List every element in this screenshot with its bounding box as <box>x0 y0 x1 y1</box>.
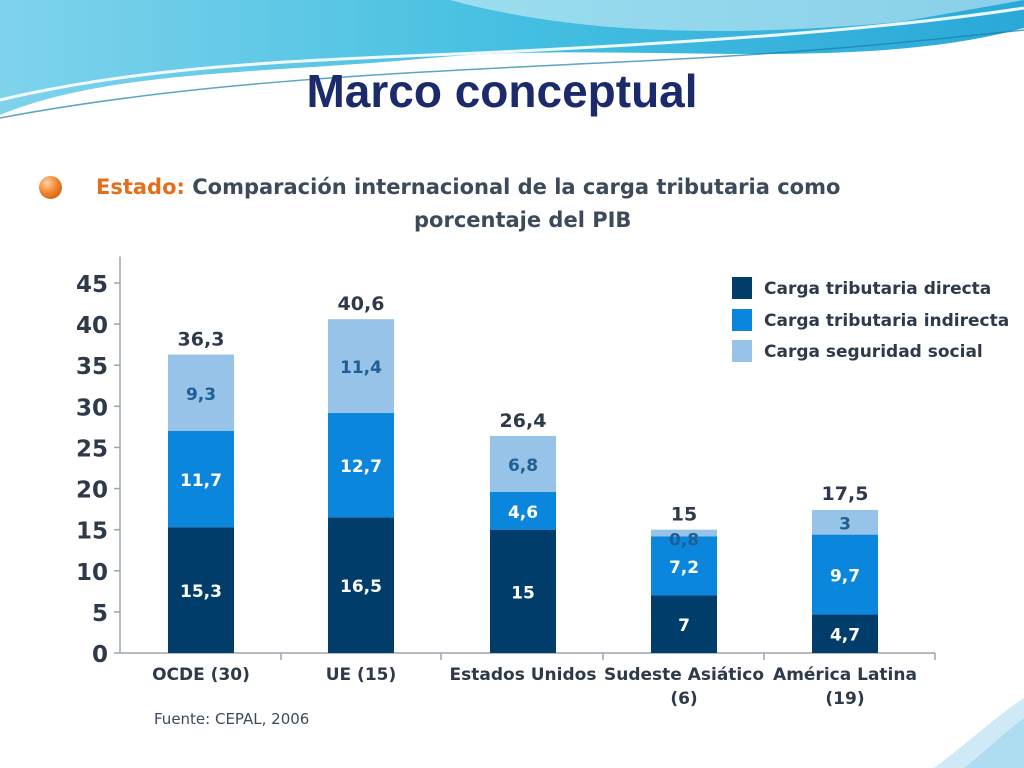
data-label: 4,6 <box>508 503 538 523</box>
data-label: 11,7 <box>180 471 222 491</box>
y-tick-label: 40 <box>76 313 108 339</box>
data-label: 0,8 <box>669 531 699 551</box>
x-tick-label: UE (15) <box>326 665 397 685</box>
bar-segment <box>328 517 394 653</box>
y-tick-label: 25 <box>76 436 108 462</box>
y-tick-label: 0 <box>92 642 108 668</box>
x-tick-label: (19) <box>825 689 864 709</box>
x-tick-label: OCDE (30) <box>152 665 250 685</box>
heading-text-line1: Comparación internacional de la carga tr… <box>192 175 841 199</box>
bar-segment <box>651 529 717 537</box>
bar-segment <box>328 412 394 518</box>
y-tick-label: 20 <box>76 478 108 504</box>
bar-segment <box>490 491 556 530</box>
data-label: 9,7 <box>830 566 860 586</box>
total-label: 17,5 <box>822 483 869 505</box>
x-tick-label: Sudeste Asiático <box>604 665 764 685</box>
heading-lead: Estado: <box>96 175 185 199</box>
bar-segment <box>328 319 394 413</box>
corner-wave-decoration <box>934 698 1024 768</box>
header-wave-decoration <box>0 0 1024 119</box>
y-tick-label: 10 <box>76 560 108 586</box>
data-label: 7 <box>678 616 690 636</box>
data-label: 12,7 <box>340 457 382 477</box>
x-tick-label: América Latina <box>773 665 917 685</box>
legend-swatch <box>732 340 752 362</box>
total-label: 36,3 <box>178 329 225 351</box>
x-tick-label: (6) <box>670 689 697 709</box>
bar-segment <box>168 354 234 431</box>
data-label: 15,3 <box>180 582 222 602</box>
total-label: 15 <box>671 504 697 526</box>
bar-segment <box>812 534 878 615</box>
y-tick-label: 5 <box>92 601 108 627</box>
source-note: Fuente: CEPAL, 2006 <box>154 710 310 728</box>
legend-swatch <box>732 309 752 331</box>
x-tick-label: Estados Unidos <box>450 665 597 685</box>
data-label: 3 <box>839 514 851 534</box>
bar-segment <box>168 527 234 653</box>
chart-heading: Estado: Comparación internacional de la … <box>96 171 896 237</box>
y-tick-label: 35 <box>76 354 108 380</box>
data-label: 6,8 <box>508 456 538 476</box>
bar-segment <box>168 431 234 528</box>
legend-swatch <box>732 277 752 299</box>
data-label: 7,2 <box>669 558 699 578</box>
legend-label: Carga seguridad social <box>764 342 983 362</box>
data-label: 4,7 <box>830 626 860 646</box>
y-tick-label: 15 <box>76 519 108 545</box>
bar-segment <box>651 595 717 653</box>
data-label: 9,3 <box>186 385 216 405</box>
bar-segment <box>812 614 878 653</box>
total-label: 26,4 <box>500 410 547 432</box>
total-label: 40,6 <box>338 293 385 315</box>
data-label: 15 <box>511 583 535 603</box>
bar-segment <box>812 509 878 535</box>
bullet-icon <box>39 176 62 199</box>
bar-segment <box>490 435 556 492</box>
data-label: 11,4 <box>340 358 382 378</box>
y-tick-label: 30 <box>76 395 108 421</box>
heading-text-line2: porcentaje del PIB <box>414 208 632 232</box>
page-title: Marco conceptual <box>306 65 698 117</box>
legend-label: Carga tributaria directa <box>764 279 991 299</box>
data-label: 16,5 <box>340 577 382 597</box>
bar-segment <box>651 536 717 596</box>
y-tick-label: 45 <box>76 272 108 298</box>
bar-segment <box>490 529 556 653</box>
legend-label: Carga tributaria indirecta <box>764 311 1009 331</box>
